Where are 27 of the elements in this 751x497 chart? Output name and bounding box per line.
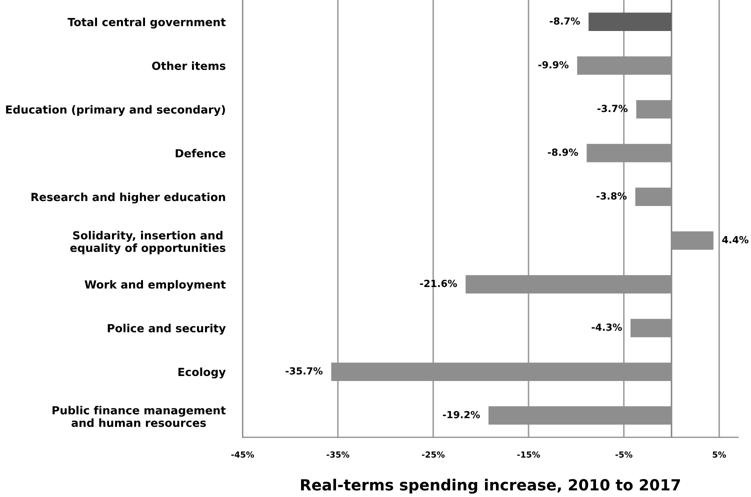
- data-label: -8.7%: [550, 17, 580, 25]
- y-tick-label: Total central government: [68, 18, 226, 28]
- y-tick-label: Defence: [176, 148, 226, 158]
- x-tick-label: -45%: [231, 451, 254, 458]
- data-label: -19.2%: [442, 410, 480, 418]
- y-tick-label: Research and higher education: [32, 192, 226, 204]
- y-tick-label: Work and employment: [84, 280, 226, 291]
- x-tick-label: -35%: [326, 451, 350, 458]
- data-label: -21.6%: [420, 280, 457, 288]
- y-tick-label: Ecology: [178, 368, 226, 378]
- x-tick-label: -15%: [517, 451, 540, 458]
- data-label: -3.8%: [596, 192, 627, 200]
- data-label: -8.9%: [548, 148, 578, 156]
- y-tick-label: Police and security: [108, 324, 226, 335]
- x-tick-label: -25%: [422, 451, 445, 458]
- data-label: -9.9%: [538, 61, 568, 68]
- data-label: -35.7%: [286, 367, 323, 375]
- y-tick-label: Other items: [152, 61, 226, 70]
- data-label: -3.7%: [597, 104, 628, 112]
- x-tick-label: 5%: [712, 451, 726, 458]
- x-tick-label: -5%: [616, 451, 632, 458]
- data-label: 4.4%: [722, 236, 748, 244]
- x-axis-title: Real-terms spending increase, 2010 to 2017: [301, 478, 680, 494]
- data-label: -4.3%: [592, 323, 622, 331]
- y-tick-label: Public finance management and human resources: [52, 406, 226, 427]
- y-tick-label: Education (primary and secondary): [6, 105, 225, 116]
- y-tick-label: Solidarity, insertion and equality of opportunities: [70, 230, 226, 254]
